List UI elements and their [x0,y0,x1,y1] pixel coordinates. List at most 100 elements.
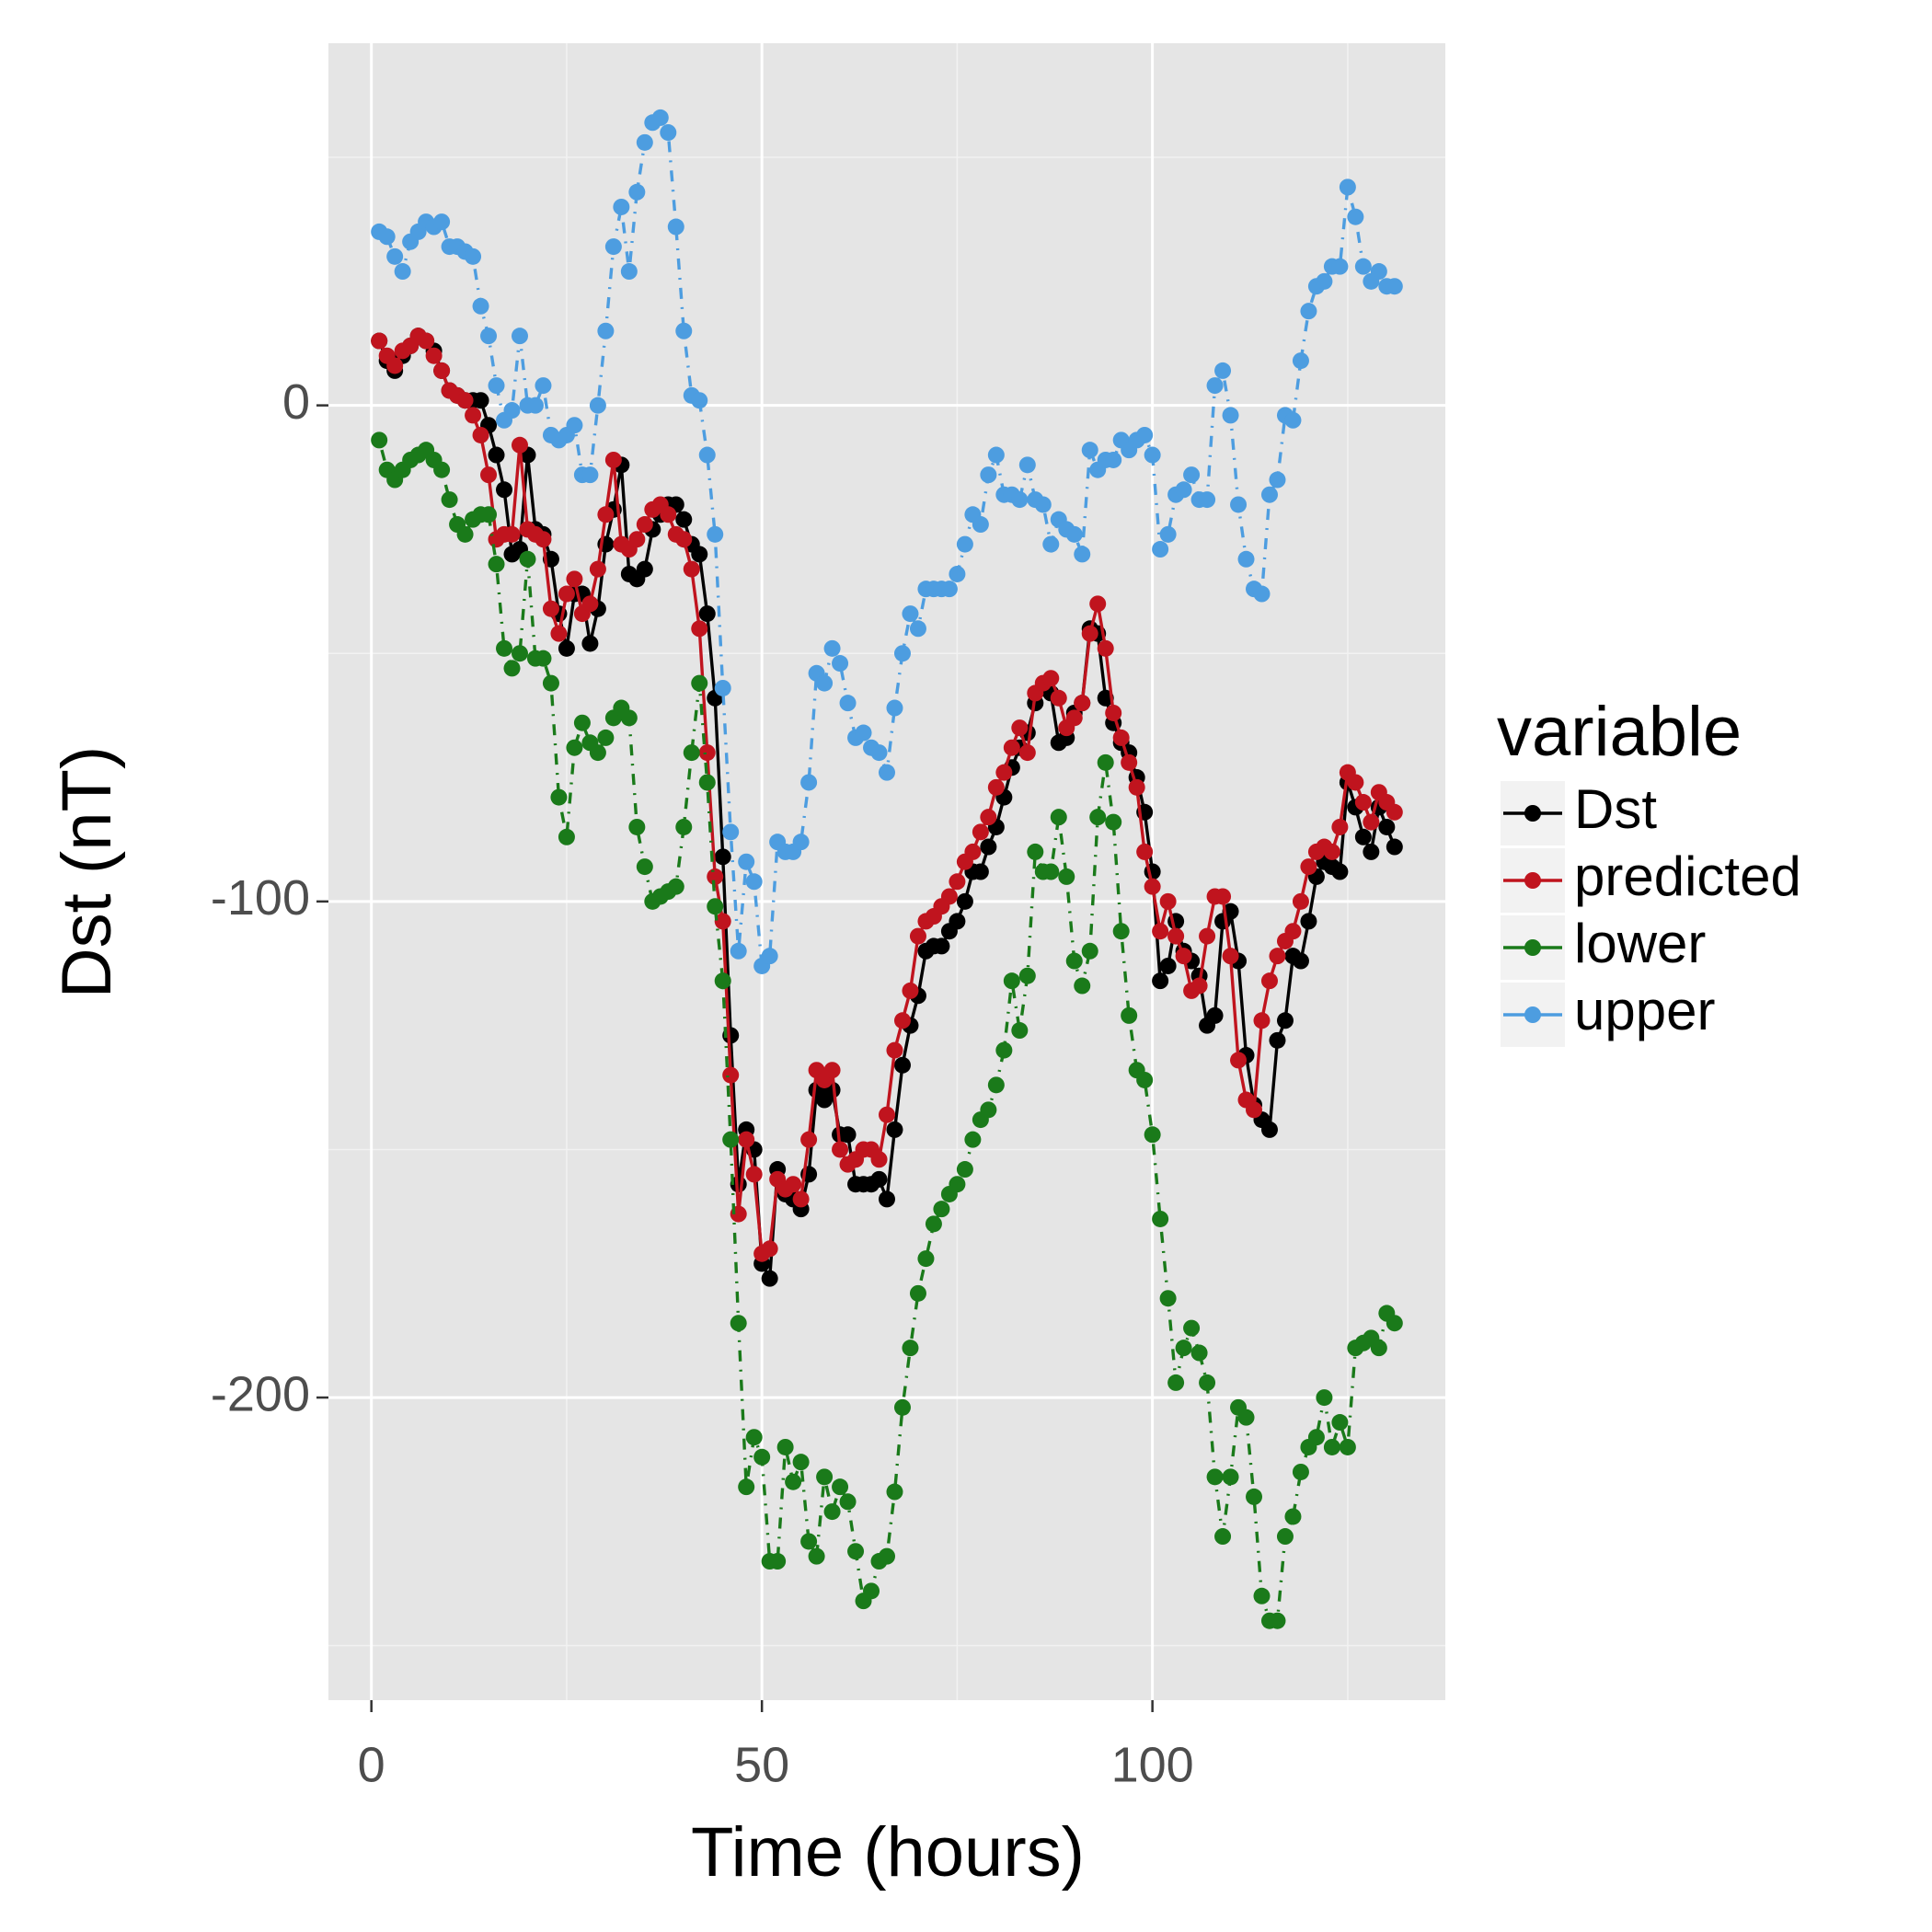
data-point [1081,942,1098,960]
data-point [1011,1022,1029,1040]
data-point [480,466,498,484]
data-point [886,699,903,717]
data-point [1190,977,1208,995]
data-point [1331,258,1349,275]
data-point [675,322,693,339]
data-point [566,417,583,434]
data-point [667,218,684,236]
data-point [511,328,528,345]
data-point [1347,774,1364,791]
data-point [753,1448,771,1466]
x-tick-label: 100 [1111,1737,1194,1792]
data-point [394,263,411,281]
data-point [1199,1374,1216,1391]
legend-title: variable [1497,693,1742,771]
data-point [386,357,404,374]
data-point [1292,952,1309,970]
data-point [1167,927,1185,945]
data-point [418,332,435,350]
data-point [1034,496,1052,513]
data-point [472,392,489,409]
data-point [870,744,888,762]
data-point [1378,818,1396,835]
data-point [1027,843,1044,860]
data-point [972,823,989,841]
data-point [722,823,740,841]
data-point [691,392,708,409]
data-point [620,709,638,727]
data-point [480,506,498,523]
data-point [1003,739,1020,756]
data-point [589,560,606,578]
data-point [683,744,700,762]
data-point [1128,778,1145,796]
data-point [823,1062,841,1079]
data-point [902,605,919,623]
data-point [1018,744,1036,762]
data-point [1003,972,1020,990]
data-point [636,516,653,534]
data-point [1121,753,1138,771]
data-point [714,848,731,866]
data-point [1081,442,1098,459]
data-point [1354,828,1372,845]
data-point [465,407,482,424]
data-point [933,1201,950,1218]
data-point [1074,695,1091,712]
data-point [839,1493,857,1511]
data-point [745,1166,763,1183]
data-point [1105,813,1122,831]
data-point [613,198,630,215]
data-point [956,1161,973,1179]
data-point [879,1190,895,1208]
data-point [636,858,653,876]
data-point [433,362,451,379]
data-point [776,1438,794,1455]
data-point [839,695,857,712]
y-tick-label: 0 [282,374,310,430]
data-point [698,744,716,762]
data-point [573,714,591,731]
data-point [1269,471,1286,489]
data-point [980,809,997,826]
data-point [1097,639,1114,657]
data-point [698,774,716,791]
data-point [1276,1012,1294,1029]
y-axis-title: Dst (nT) [48,746,126,998]
data-point [1253,1587,1271,1604]
data-point [472,297,489,315]
data-point [1354,258,1372,275]
data-point [722,1066,740,1084]
data-point [1042,535,1060,553]
data-point [738,853,755,870]
data-point [589,397,606,414]
legend-key-point [1524,872,1541,889]
data-point [730,942,747,960]
data-point [1339,1438,1356,1455]
data-point [1300,303,1317,320]
data-point [628,183,646,201]
y-tick-label: -100 [211,870,310,926]
data-point [1159,892,1177,910]
data-point [1065,525,1083,543]
data-point [1222,1468,1239,1486]
data-point [488,446,505,464]
data-point [1074,977,1091,995]
data-point [1175,948,1192,965]
x-tick-label: 0 [358,1737,385,1792]
data-point [620,263,638,281]
legend-label: upper [1574,980,1715,1041]
data-point [1386,803,1403,821]
data-point [1269,1031,1286,1049]
data-point [456,525,474,543]
data-point [956,535,973,553]
data-point [566,739,583,756]
data-point [597,506,615,523]
data-point [816,1468,834,1486]
series-line [377,439,1397,1623]
data-point [1144,878,1161,895]
data-point [987,446,1005,464]
data-point [909,927,926,945]
data-point [972,516,989,534]
data-point [581,466,599,484]
